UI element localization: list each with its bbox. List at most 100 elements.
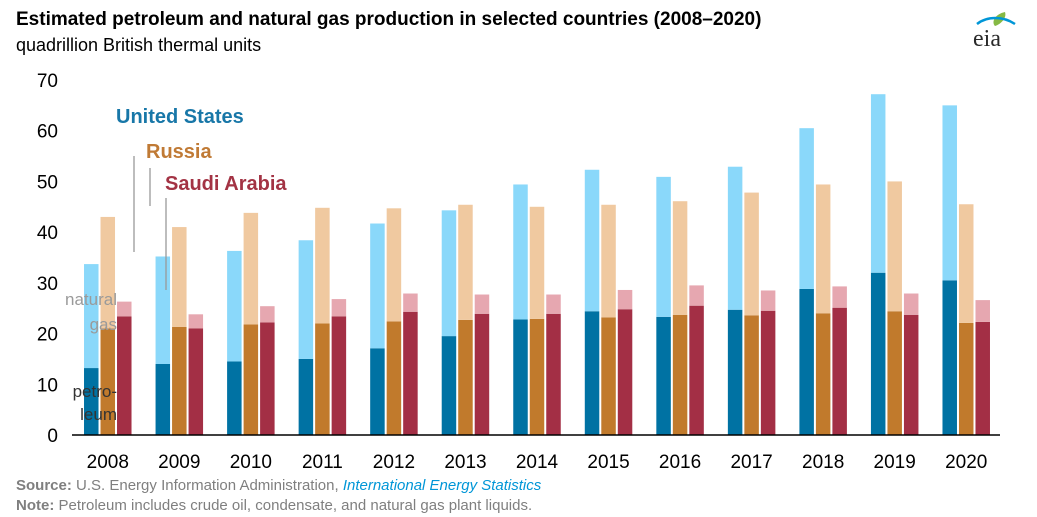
bar-saudi-petroleum-2012 xyxy=(403,311,418,435)
bar-russia-natural-gas-2015 xyxy=(601,204,616,318)
bar-russia-natural-gas-2018 xyxy=(815,184,831,314)
bar-saudi-petroleum-2019 xyxy=(903,314,919,435)
bar-saudi-natural-gas-2012 xyxy=(403,293,418,312)
bar-saudi-petroleum-2016 xyxy=(689,305,704,435)
y-tick-label: 70 xyxy=(37,71,58,92)
bar-russia-petroleum-2020 xyxy=(958,322,974,435)
bar-russia-natural-gas-2016 xyxy=(672,201,688,315)
bar-us-natural-gas-2013 xyxy=(441,210,457,337)
bars xyxy=(84,94,990,435)
bar-russia-petroleum-2009 xyxy=(172,326,187,435)
bar-russia-petroleum-2016 xyxy=(672,314,688,435)
y-tick-label: 10 xyxy=(37,375,58,396)
bar-saudi-natural-gas-2009 xyxy=(188,314,204,329)
bar-us-petroleum-2015 xyxy=(584,311,600,435)
x-tick-label: 2010 xyxy=(230,452,272,473)
source-line: Source: U.S. Energy Information Administ… xyxy=(16,477,541,494)
y-tick-label: 50 xyxy=(37,172,58,193)
bar-saudi-natural-gas-2014 xyxy=(546,294,561,314)
bar-russia-petroleum-2014 xyxy=(529,318,545,435)
bar-us-natural-gas-2014 xyxy=(513,184,528,320)
bar-russia-natural-gas-2012 xyxy=(386,208,402,322)
legend-saudi-arabia: Saudi Arabia xyxy=(165,173,287,195)
bar-saudi-petroleum-2015 xyxy=(617,309,633,435)
bar-russia-petroleum-2010 xyxy=(243,324,259,435)
y-tick-label: 30 xyxy=(37,274,58,295)
bar-us-petroleum-2017 xyxy=(727,309,743,435)
y-tick-label: 60 xyxy=(37,122,58,143)
natural-gas-label-line2: gas xyxy=(90,315,117,334)
x-tick-label: 2013 xyxy=(444,452,486,473)
x-tick-label: 2019 xyxy=(874,452,916,473)
eia-logo-text: eia xyxy=(973,26,1001,52)
bar-us-natural-gas-2009 xyxy=(155,256,171,364)
bar-us-natural-gas-2018 xyxy=(799,128,814,289)
bar-us-petroleum-2010 xyxy=(227,361,242,435)
x-tick-label: 2016 xyxy=(659,452,701,473)
petroleum-label-line1: petro- xyxy=(73,382,117,401)
x-tick-label: 2020 xyxy=(945,452,987,473)
bar-russia-natural-gas-2011 xyxy=(315,207,330,324)
bar-us-natural-gas-2011 xyxy=(298,240,314,359)
legend-russia: Russia xyxy=(146,141,212,163)
x-tick-label: 2011 xyxy=(302,452,343,473)
x-tick-label: 2008 xyxy=(87,452,129,473)
bar-us-petroleum-2011 xyxy=(298,358,314,435)
bar-saudi-petroleum-2014 xyxy=(546,313,561,435)
bar-saudi-natural-gas-2016 xyxy=(689,285,704,306)
petroleum-label-line2: leum xyxy=(80,405,117,424)
chart-subtitle: quadrillion British thermal units xyxy=(16,35,262,55)
bar-us-natural-gas-2016 xyxy=(656,176,671,317)
chart-title: Estimated petroleum and natural gas prod… xyxy=(16,9,762,30)
bar-saudi-petroleum-2017 xyxy=(760,310,776,435)
bar-russia-natural-gas-2013 xyxy=(458,204,473,320)
bar-saudi-petroleum-2008 xyxy=(117,316,132,435)
bar-russia-petroleum-2019 xyxy=(887,311,902,435)
y-tick-label: 0 xyxy=(47,426,58,447)
bar-us-petroleum-2018 xyxy=(799,288,814,435)
bar-russia-petroleum-2017 xyxy=(744,315,759,435)
source-link[interactable]: International Energy Statistics xyxy=(342,477,542,494)
bar-saudi-natural-gas-2008 xyxy=(117,301,132,317)
bar-russia-petroleum-2018 xyxy=(815,313,831,435)
bar-russia-natural-gas-2019 xyxy=(887,181,902,312)
bar-us-petroleum-2016 xyxy=(656,316,671,435)
bar-russia-natural-gas-2017 xyxy=(744,192,759,316)
bar-saudi-petroleum-2013 xyxy=(474,313,490,435)
legend-united-states: United States xyxy=(116,106,244,128)
bar-saudi-petroleum-2018 xyxy=(832,307,847,435)
note-line: Note: Petroleum includes crude oil, cond… xyxy=(16,497,532,514)
bar-us-petroleum-2008 xyxy=(84,368,99,435)
bar-us-natural-gas-2017 xyxy=(727,166,743,310)
eia-logo-swoosh-icon xyxy=(976,16,1016,26)
bar-saudi-petroleum-2009 xyxy=(188,328,204,435)
y-axis: 0 10 20 30 40 50 60 70 xyxy=(37,71,58,447)
source-label: Source: xyxy=(16,477,72,494)
bar-russia-natural-gas-2010 xyxy=(243,212,259,325)
bar-us-petroleum-2013 xyxy=(441,336,457,435)
bar-russia-natural-gas-2008 xyxy=(100,216,116,329)
bar-russia-natural-gas-2020 xyxy=(958,204,974,323)
y-tick-label: 20 xyxy=(37,325,58,346)
x-tick-label: 2009 xyxy=(158,452,200,473)
bar-russia-petroleum-2008 xyxy=(100,328,116,435)
bar-saudi-natural-gas-2015 xyxy=(617,289,633,310)
bar-saudi-natural-gas-2011 xyxy=(331,299,347,317)
x-tick-label: 2012 xyxy=(373,452,415,473)
bar-saudi-natural-gas-2020 xyxy=(975,300,990,322)
bar-saudi-natural-gas-2018 xyxy=(832,286,847,308)
bar-us-natural-gas-2008 xyxy=(84,264,99,369)
bar-us-petroleum-2012 xyxy=(370,348,385,435)
bar-us-natural-gas-2015 xyxy=(584,169,600,312)
bar-saudi-natural-gas-2013 xyxy=(474,294,490,314)
bar-saudi-natural-gas-2019 xyxy=(903,293,919,315)
eia-logo: eia xyxy=(973,12,1016,52)
bar-saudi-petroleum-2020 xyxy=(975,321,990,435)
x-tick-label: 2014 xyxy=(516,452,559,473)
y-tick-label: 40 xyxy=(37,223,58,244)
bar-saudi-petroleum-2010 xyxy=(260,322,275,435)
bar-russia-natural-gas-2014 xyxy=(529,206,545,319)
bar-us-natural-gas-2020 xyxy=(942,105,957,281)
bar-us-petroleum-2020 xyxy=(942,280,957,435)
